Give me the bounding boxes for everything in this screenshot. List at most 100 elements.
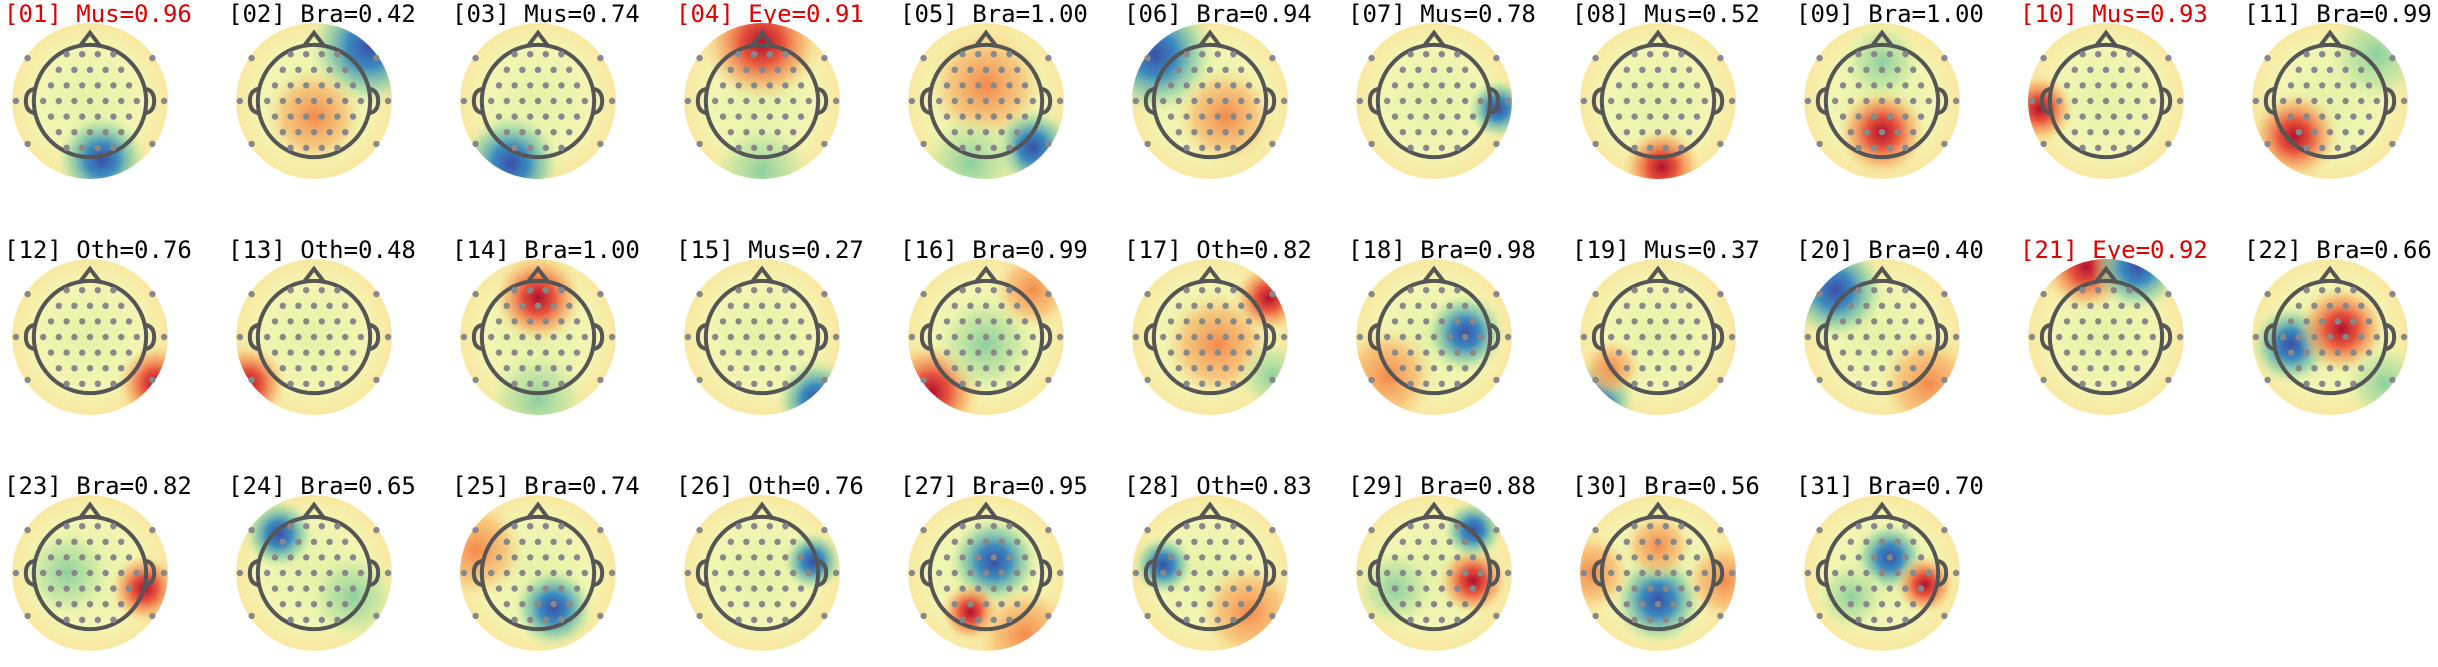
sensor [248, 376, 255, 384]
sensor [2118, 66, 2125, 74]
sensor [2165, 140, 2172, 148]
sensor [790, 538, 797, 545]
sensor [982, 333, 990, 341]
sensor [303, 144, 310, 151]
sensor [790, 569, 797, 577]
ear [471, 323, 483, 351]
sensor [550, 538, 557, 545]
sensor [1183, 554, 1190, 561]
sensor [2358, 333, 2365, 341]
sensor [1167, 82, 1175, 89]
sensor [495, 585, 503, 592]
sensor [1686, 97, 1693, 105]
sensor [55, 97, 62, 105]
sensor [1014, 601, 1021, 608]
sensor [2264, 290, 2271, 298]
sensor [373, 376, 380, 384]
nose [1646, 265, 1670, 284]
sensor [2264, 140, 2271, 148]
sensor [1662, 380, 1670, 387]
sensor [1701, 97, 1709, 105]
sensor [1894, 601, 1901, 608]
sensor [1678, 585, 1685, 592]
sensor [1045, 290, 1052, 298]
sensor [102, 66, 109, 74]
sensor [2342, 302, 2349, 309]
sensor [2165, 376, 2172, 384]
sensor [1006, 616, 1013, 623]
sensor [102, 333, 109, 341]
sensor [1446, 601, 1453, 608]
sensor [782, 523, 789, 530]
sensor [951, 129, 958, 136]
sensor [349, 554, 357, 561]
sensor [1647, 523, 1654, 530]
sensor [1199, 51, 1206, 58]
sensor [12, 97, 20, 105]
sensor [2118, 365, 2125, 372]
sensor [24, 526, 31, 534]
sensor [79, 113, 86, 120]
panel-label: [12] Oth=0.76 [4, 236, 192, 264]
topomap-panel: [31] Bra=0.70 [1796, 472, 1984, 651]
sensor [684, 97, 692, 105]
sensor [2280, 97, 2287, 105]
nose [1422, 265, 1446, 284]
sensor [1917, 349, 1925, 356]
sensor [2373, 333, 2380, 341]
panel-label: [16] Bra=0.99 [900, 236, 1088, 264]
sensor [597, 290, 604, 298]
sensor [110, 585, 117, 592]
sensor [1469, 585, 1477, 592]
ear [23, 559, 35, 587]
activity-blob [1622, 510, 1694, 582]
sensor [1863, 538, 1870, 545]
sensor [766, 380, 773, 387]
sensor [2134, 365, 2141, 372]
sensor [727, 129, 734, 136]
sensor [1902, 523, 1909, 530]
sensor [1438, 82, 1446, 89]
sensor [472, 376, 479, 384]
sensor [2141, 318, 2149, 325]
sensor [2165, 290, 2172, 298]
ear [1713, 87, 1725, 115]
topomap-panel: [20] Bra=0.40 [1796, 236, 1984, 415]
topomap-panel: [04] Eye=0.91 [676, 0, 864, 179]
sensor [102, 365, 109, 372]
ear [817, 559, 829, 587]
sensor [1678, 113, 1685, 120]
sensor [1167, 349, 1175, 356]
sensor [2110, 349, 2117, 356]
sensor [318, 51, 325, 58]
activity-blob [1233, 262, 1288, 334]
sensor [2358, 129, 2365, 136]
head-outline [255, 42, 373, 160]
ear [1367, 323, 1379, 351]
sensor [287, 287, 294, 294]
sensor [1368, 612, 1375, 620]
sensor [1631, 523, 1638, 530]
sensor [303, 113, 310, 120]
sensor [1199, 144, 1206, 151]
sensor [1014, 333, 1021, 341]
sensor [310, 365, 318, 372]
sensor [1006, 287, 1013, 294]
sensor [1191, 365, 1198, 372]
sensor [1175, 97, 1183, 105]
sensor [542, 585, 549, 592]
sensor [990, 554, 997, 561]
sensor [1894, 66, 1901, 74]
sensor [110, 318, 117, 325]
ear [1815, 323, 1827, 351]
sensor [1438, 616, 1446, 623]
sensor [967, 66, 974, 74]
sensor [558, 554, 565, 561]
sensor [79, 380, 86, 387]
nose [1646, 29, 1670, 48]
sensor [488, 333, 495, 341]
ear [1937, 559, 1949, 587]
sensor [236, 333, 244, 341]
sensor [790, 97, 797, 105]
sensor [1639, 365, 1646, 372]
